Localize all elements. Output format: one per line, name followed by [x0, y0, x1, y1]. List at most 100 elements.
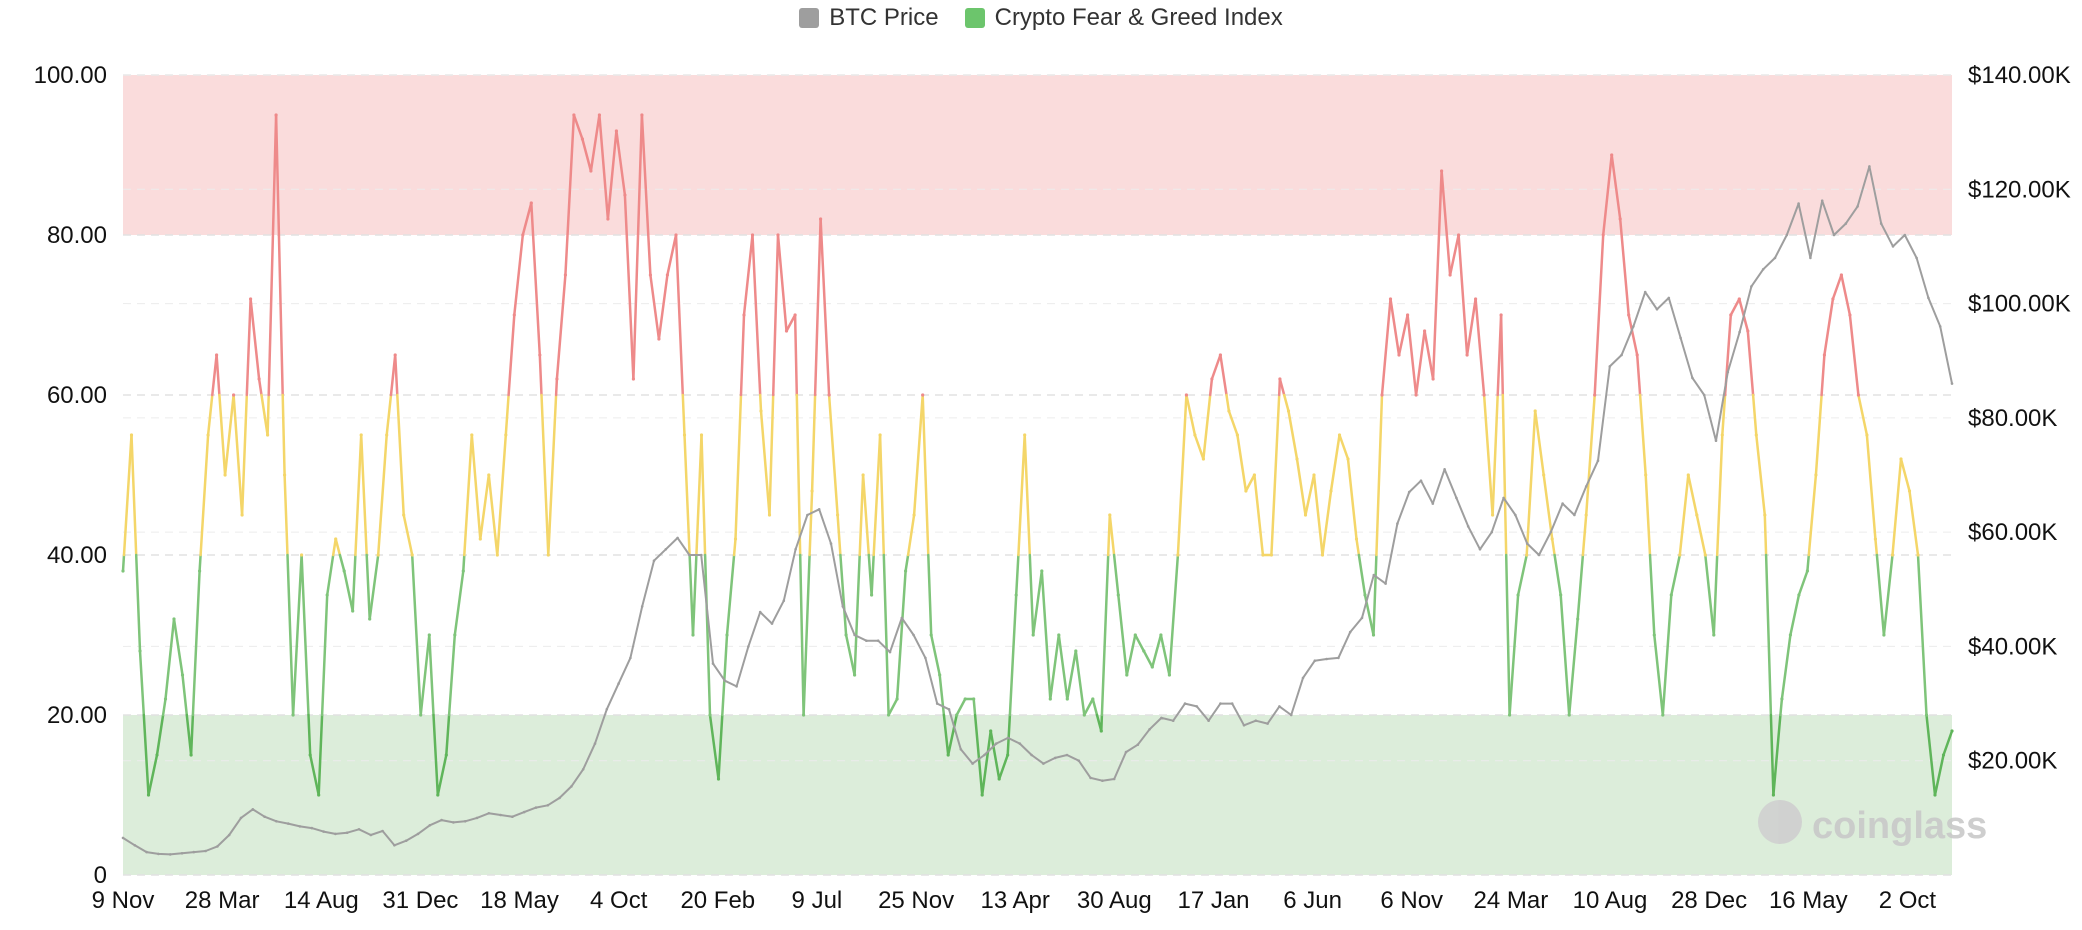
- fear-greed-point: [963, 697, 967, 701]
- fear-greed-point: [1388, 297, 1393, 301]
- fear-greed-point: [223, 473, 227, 477]
- fear-greed-segment: [1499, 313, 1505, 397]
- btc-price-point: [1903, 233, 1907, 237]
- fear-greed-point: [495, 553, 499, 557]
- zone-band-1: [123, 715, 1952, 875]
- fear-greed-segment: [802, 553, 811, 717]
- btc-price-point: [534, 806, 538, 809]
- fear-greed-segment: [320, 593, 329, 717]
- fear-greed-segment: [742, 233, 754, 317]
- fear-greed-segment: [470, 433, 482, 541]
- fear-greed-segment: [844, 633, 856, 677]
- fear-greed-point: [189, 753, 193, 757]
- fear-greed-point: [1074, 649, 1078, 653]
- left-axis-tick-label: 20.00: [47, 702, 107, 729]
- fear-greed-point: [623, 193, 627, 197]
- fear-greed-point: [1448, 273, 1452, 277]
- fear-greed-segment: [365, 553, 371, 621]
- fear-greed-segment: [1908, 489, 1920, 557]
- fear-greed-segment: [266, 393, 270, 437]
- fear-greed-point: [836, 513, 840, 517]
- fear-greed-segment: [1219, 353, 1228, 397]
- fear-greed-segment: [1287, 409, 1299, 461]
- fear-greed-segment: [1357, 553, 1367, 597]
- right-axis-tick-label: $60.00K: [1968, 519, 2057, 546]
- btc-price-point: [817, 508, 821, 511]
- btc-price-point: [723, 679, 727, 682]
- btc-price-point: [758, 610, 762, 614]
- fear-greed-point: [1474, 297, 1478, 301]
- fear-greed-point: [1252, 473, 1256, 477]
- fear-greed-point: [733, 537, 738, 541]
- x-axis-tick-label: 30 Aug: [1077, 887, 1152, 914]
- x-axis-tick-label: 2 Oct: [1879, 887, 1937, 914]
- fear-greed-segment: [980, 729, 992, 797]
- btc-price-point: [1077, 759, 1081, 762]
- fear-greed-segment: [487, 473, 499, 557]
- fear-greed-segment: [836, 513, 842, 557]
- fear-greed-point: [1184, 393, 1188, 397]
- fear-greed-segment: [1695, 513, 1707, 557]
- right-axis-tick-label: $100.00K: [1968, 291, 2071, 318]
- fear-greed-segment: [161, 697, 167, 717]
- fear-greed-segment: [717, 713, 724, 781]
- left-axis-tick-label: 60.00: [47, 382, 107, 409]
- fear-greed-segment: [1159, 633, 1171, 677]
- btc-price-point: [1337, 656, 1340, 660]
- fear-greed-point: [1686, 473, 1690, 477]
- btc-price-point: [381, 829, 384, 833]
- fear-greed-segment: [317, 713, 324, 797]
- fear-greed-segment: [912, 393, 924, 517]
- btc-price-point: [1171, 719, 1175, 722]
- fear-greed-point: [1210, 377, 1214, 381]
- fear-greed-segment: [286, 553, 295, 717]
- btc-price-point: [617, 682, 620, 685]
- fear-greed-point: [206, 433, 210, 437]
- legend-item-btc-price[interactable]: BTC Price: [799, 4, 939, 32]
- fear-greed-point: [657, 337, 661, 341]
- fear-greed-segment: [308, 753, 320, 797]
- fear-greed-segment: [810, 393, 817, 493]
- legend-item-fear-greed[interactable]: Crypto Fear & Greed Index: [964, 4, 1283, 32]
- fear-greed-segment: [540, 393, 550, 557]
- btc-price-point: [959, 748, 963, 751]
- fear-greed-point: [776, 233, 780, 237]
- btc-price-point: [1042, 762, 1045, 765]
- fear-greed-segment: [354, 433, 363, 557]
- btc-price-point: [888, 650, 892, 654]
- x-axis-tick-label: 9 Jul: [792, 887, 843, 914]
- fear-greed-point: [1712, 633, 1716, 637]
- fear-greed-segment: [1091, 697, 1099, 717]
- x-axis-tick-label: 17 Jan: [1177, 887, 1249, 914]
- fear-greed-point: [708, 713, 712, 717]
- btc-price-point: [983, 753, 986, 757]
- btc-price-point: [1797, 202, 1800, 205]
- fear-greed-segment: [1028, 553, 1035, 637]
- fear-greed-point: [402, 513, 406, 517]
- fear-greed-segment: [138, 649, 146, 717]
- fear-greed-segment: [1457, 233, 1469, 357]
- fear-greed-segment: [725, 553, 736, 637]
- fear-greed-point: [819, 217, 823, 221]
- fear-greed-segment: [147, 753, 159, 797]
- fear-greed-segment: [906, 513, 916, 557]
- fear-greed-segment: [1304, 473, 1316, 517]
- fear-greed-point: [1882, 633, 1886, 637]
- btc-price-point: [711, 662, 715, 665]
- fear-greed-segment: [1508, 593, 1520, 717]
- btc-price-point: [1219, 702, 1222, 705]
- fear-greed-point: [1414, 393, 1418, 397]
- btc-price-point: [688, 553, 691, 557]
- btc-price-point: [298, 825, 302, 828]
- x-axis-tick-label: 31 Dec: [382, 887, 458, 914]
- fear-greed-segment: [164, 617, 176, 701]
- fear-greed-segment: [1874, 537, 1879, 557]
- fear-greed-point: [614, 129, 619, 133]
- fear-greed-point: [1924, 713, 1929, 717]
- btc-price-point: [522, 810, 526, 814]
- fear-greed-point: [725, 633, 729, 637]
- fear-greed-segment: [1295, 457, 1307, 517]
- btc-price-point: [912, 633, 915, 637]
- fear-greed-segment: [721, 633, 729, 717]
- btc-price-point: [322, 830, 325, 833]
